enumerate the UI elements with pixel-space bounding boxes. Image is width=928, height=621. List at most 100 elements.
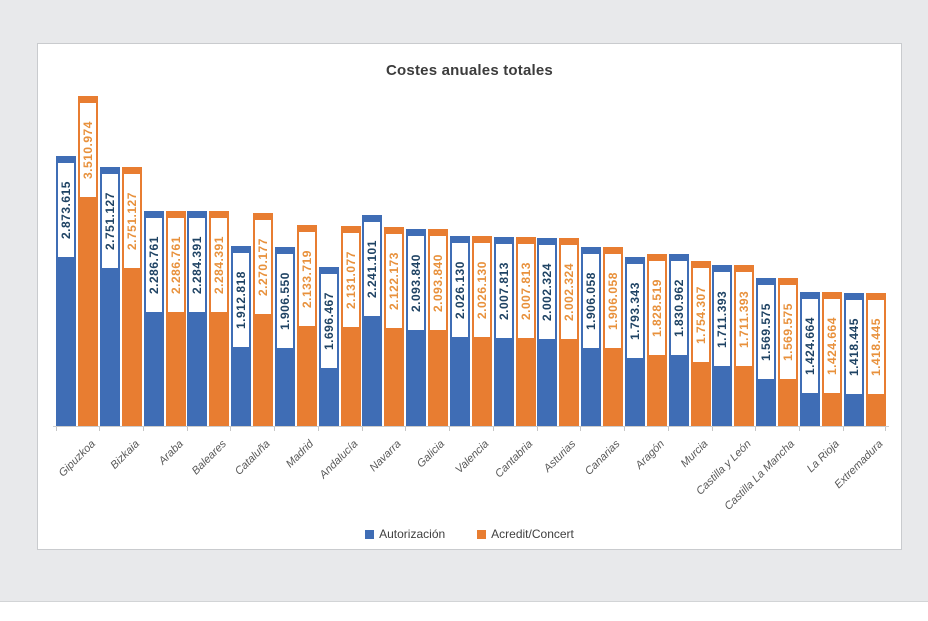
bar-group: 2.873.615 3.510.974 (56, 96, 98, 426)
bar-group: 1.906.550 2.133.719 (274, 225, 317, 426)
bar-group: 2.286.761 2.286.761 (143, 211, 186, 426)
data-label: 1.569.575 (757, 284, 776, 380)
bar-group: 2.026.130 2.026.130 (449, 236, 492, 426)
axis-tick (449, 427, 450, 431)
bar-autorizacion: 1.711.393 (712, 265, 733, 426)
axis-tick (711, 427, 713, 431)
category-label: Cantabria (493, 438, 536, 481)
data-label: 2.007.813 (516, 243, 535, 339)
data-label: 1.569.575 (779, 284, 798, 380)
bar-acredit: 1.906.058 (603, 247, 624, 426)
data-label: 2.093.840 (407, 235, 426, 331)
data-label: 1.696.467 (319, 273, 338, 369)
bar-autorizacion: 1.418.445 (843, 293, 864, 426)
bar-acredit: 3.510.974 (78, 96, 98, 426)
category-label: La Rioja (804, 438, 842, 476)
bar-autorizacion: 1.696.467 (318, 267, 339, 426)
bar-acredit: 1.418.445 (865, 293, 886, 426)
data-label: 1.912.818 (232, 252, 251, 348)
bar-group: 1.424.664 1.424.664 (800, 292, 843, 426)
bar-acredit: 2.284.391 (209, 211, 230, 426)
category-label: Aragón (632, 438, 667, 472)
data-label: 2.133.719 (297, 231, 316, 327)
category-label: Murcia (678, 438, 711, 470)
bar-group: 1.569.575 1.569.575 (756, 278, 799, 426)
data-label: 2.131.077 (341, 232, 360, 328)
legend: Autorización Acredit/Concert (38, 527, 901, 541)
bar-acredit: 1.754.307 (690, 261, 711, 426)
chart-card[interactable]: Costes anuales totales 2.873.615 3.510.97… (37, 43, 902, 550)
bar-acredit: 2.002.324 (559, 238, 580, 426)
data-label: 2.286.761 (166, 217, 185, 313)
axis-tick (99, 427, 100, 431)
data-label: 2.284.391 (188, 217, 207, 313)
category-label: Valencia (453, 438, 492, 477)
axis-tick (318, 427, 319, 431)
plot-area: 2.873.615 3.510.974 2.751.127 2.751.127 2.28… (56, 96, 886, 426)
bar-autorizacion: 1.569.575 (756, 278, 777, 426)
bar-autorizacion: 2.002.324 (537, 238, 558, 426)
bar-group: 2.093.840 2.093.840 (406, 229, 449, 426)
bar-autorizacion: 1.912.818 (231, 246, 252, 426)
bar-autorizacion: 1.793.343 (624, 257, 645, 426)
legend-label-autorizacion: Autorización (379, 527, 446, 541)
data-label: 2.241.101 (363, 221, 382, 317)
bar-group: 1.418.445 1.418.445 (843, 293, 886, 426)
data-label: 2.026.130 (472, 242, 491, 338)
bar-autorizacion: 1.906.058 (581, 247, 602, 426)
category-label: Bizkaia (107, 438, 142, 472)
axis-tick (536, 427, 538, 431)
data-label: 3.510.974 (79, 102, 97, 198)
bar-autorizacion: 1.906.550 (274, 247, 295, 426)
bar-autorizacion: 1.424.664 (800, 292, 821, 426)
data-label: 1.793.343 (625, 263, 644, 359)
bar-group: 2.751.127 2.751.127 (99, 167, 142, 426)
bar-group: 2.007.813 2.007.813 (493, 237, 536, 426)
axis-tick (493, 427, 494, 431)
chart-title: Costes anuales totales (386, 62, 553, 79)
bar-autorizacion: 2.026.130 (449, 236, 470, 426)
data-label: 1.906.058 (604, 253, 623, 349)
bar-group: 1.793.343 1.828.519 (624, 254, 667, 426)
bar-group: 1.906.058 1.906.058 (581, 247, 624, 426)
category-label: Asturias (541, 438, 579, 475)
bar-group: 1.711.393 1.711.393 (712, 265, 755, 426)
bar-group: 1.696.467 2.131.077 (318, 226, 361, 426)
bar-autorizacion: 2.284.391 (187, 211, 208, 426)
data-label: 2.286.761 (144, 217, 163, 313)
data-label: 1.424.664 (801, 298, 820, 394)
bar-autorizacion: 2.751.127 (99, 167, 120, 426)
data-label: 2.002.324 (560, 244, 579, 340)
bar-acredit: 2.093.840 (428, 229, 449, 426)
data-label: 1.754.307 (691, 267, 710, 363)
axis-tick (405, 427, 406, 431)
data-label: 1.828.519 (647, 260, 666, 356)
data-label: 2.007.813 (494, 243, 513, 339)
bar-acredit: 2.007.813 (515, 237, 536, 426)
category-label: Canarias (582, 438, 623, 478)
bar-acredit: 2.122.173 (384, 227, 405, 426)
x-axis-ticks (56, 427, 886, 431)
legend-item-autorizacion: Autorización (365, 527, 445, 541)
bar-acredit: 2.026.130 (471, 236, 492, 426)
data-label: 2.122.173 (385, 233, 404, 329)
bar-acredit: 1.569.575 (778, 278, 799, 426)
bar-group: 2.002.324 2.002.324 (537, 238, 580, 426)
axis-tick (143, 427, 144, 431)
data-label: 2.026.130 (450, 242, 469, 338)
bar-autorizacion: 2.873.615 (56, 156, 76, 426)
category-label: Gipuzkoa (56, 438, 98, 480)
category-label: Araba (156, 438, 186, 468)
bar-acredit: 2.133.719 (296, 225, 317, 426)
bar-autorizacion: 2.007.813 (493, 237, 514, 426)
category-label: Madrid (284, 438, 317, 471)
bar-group: 1.830.962 1.754.307 (668, 254, 711, 426)
legend-swatch-acredit-icon (477, 529, 487, 539)
axis-tick (843, 427, 844, 431)
data-label: 2.751.127 (122, 173, 141, 269)
axis-tick (755, 427, 756, 431)
bar-autorizacion: 1.830.962 (668, 254, 689, 426)
data-label: 1.906.058 (582, 253, 601, 349)
bar-acredit: 1.424.664 (822, 292, 843, 426)
data-label: 1.711.393 (735, 271, 754, 367)
